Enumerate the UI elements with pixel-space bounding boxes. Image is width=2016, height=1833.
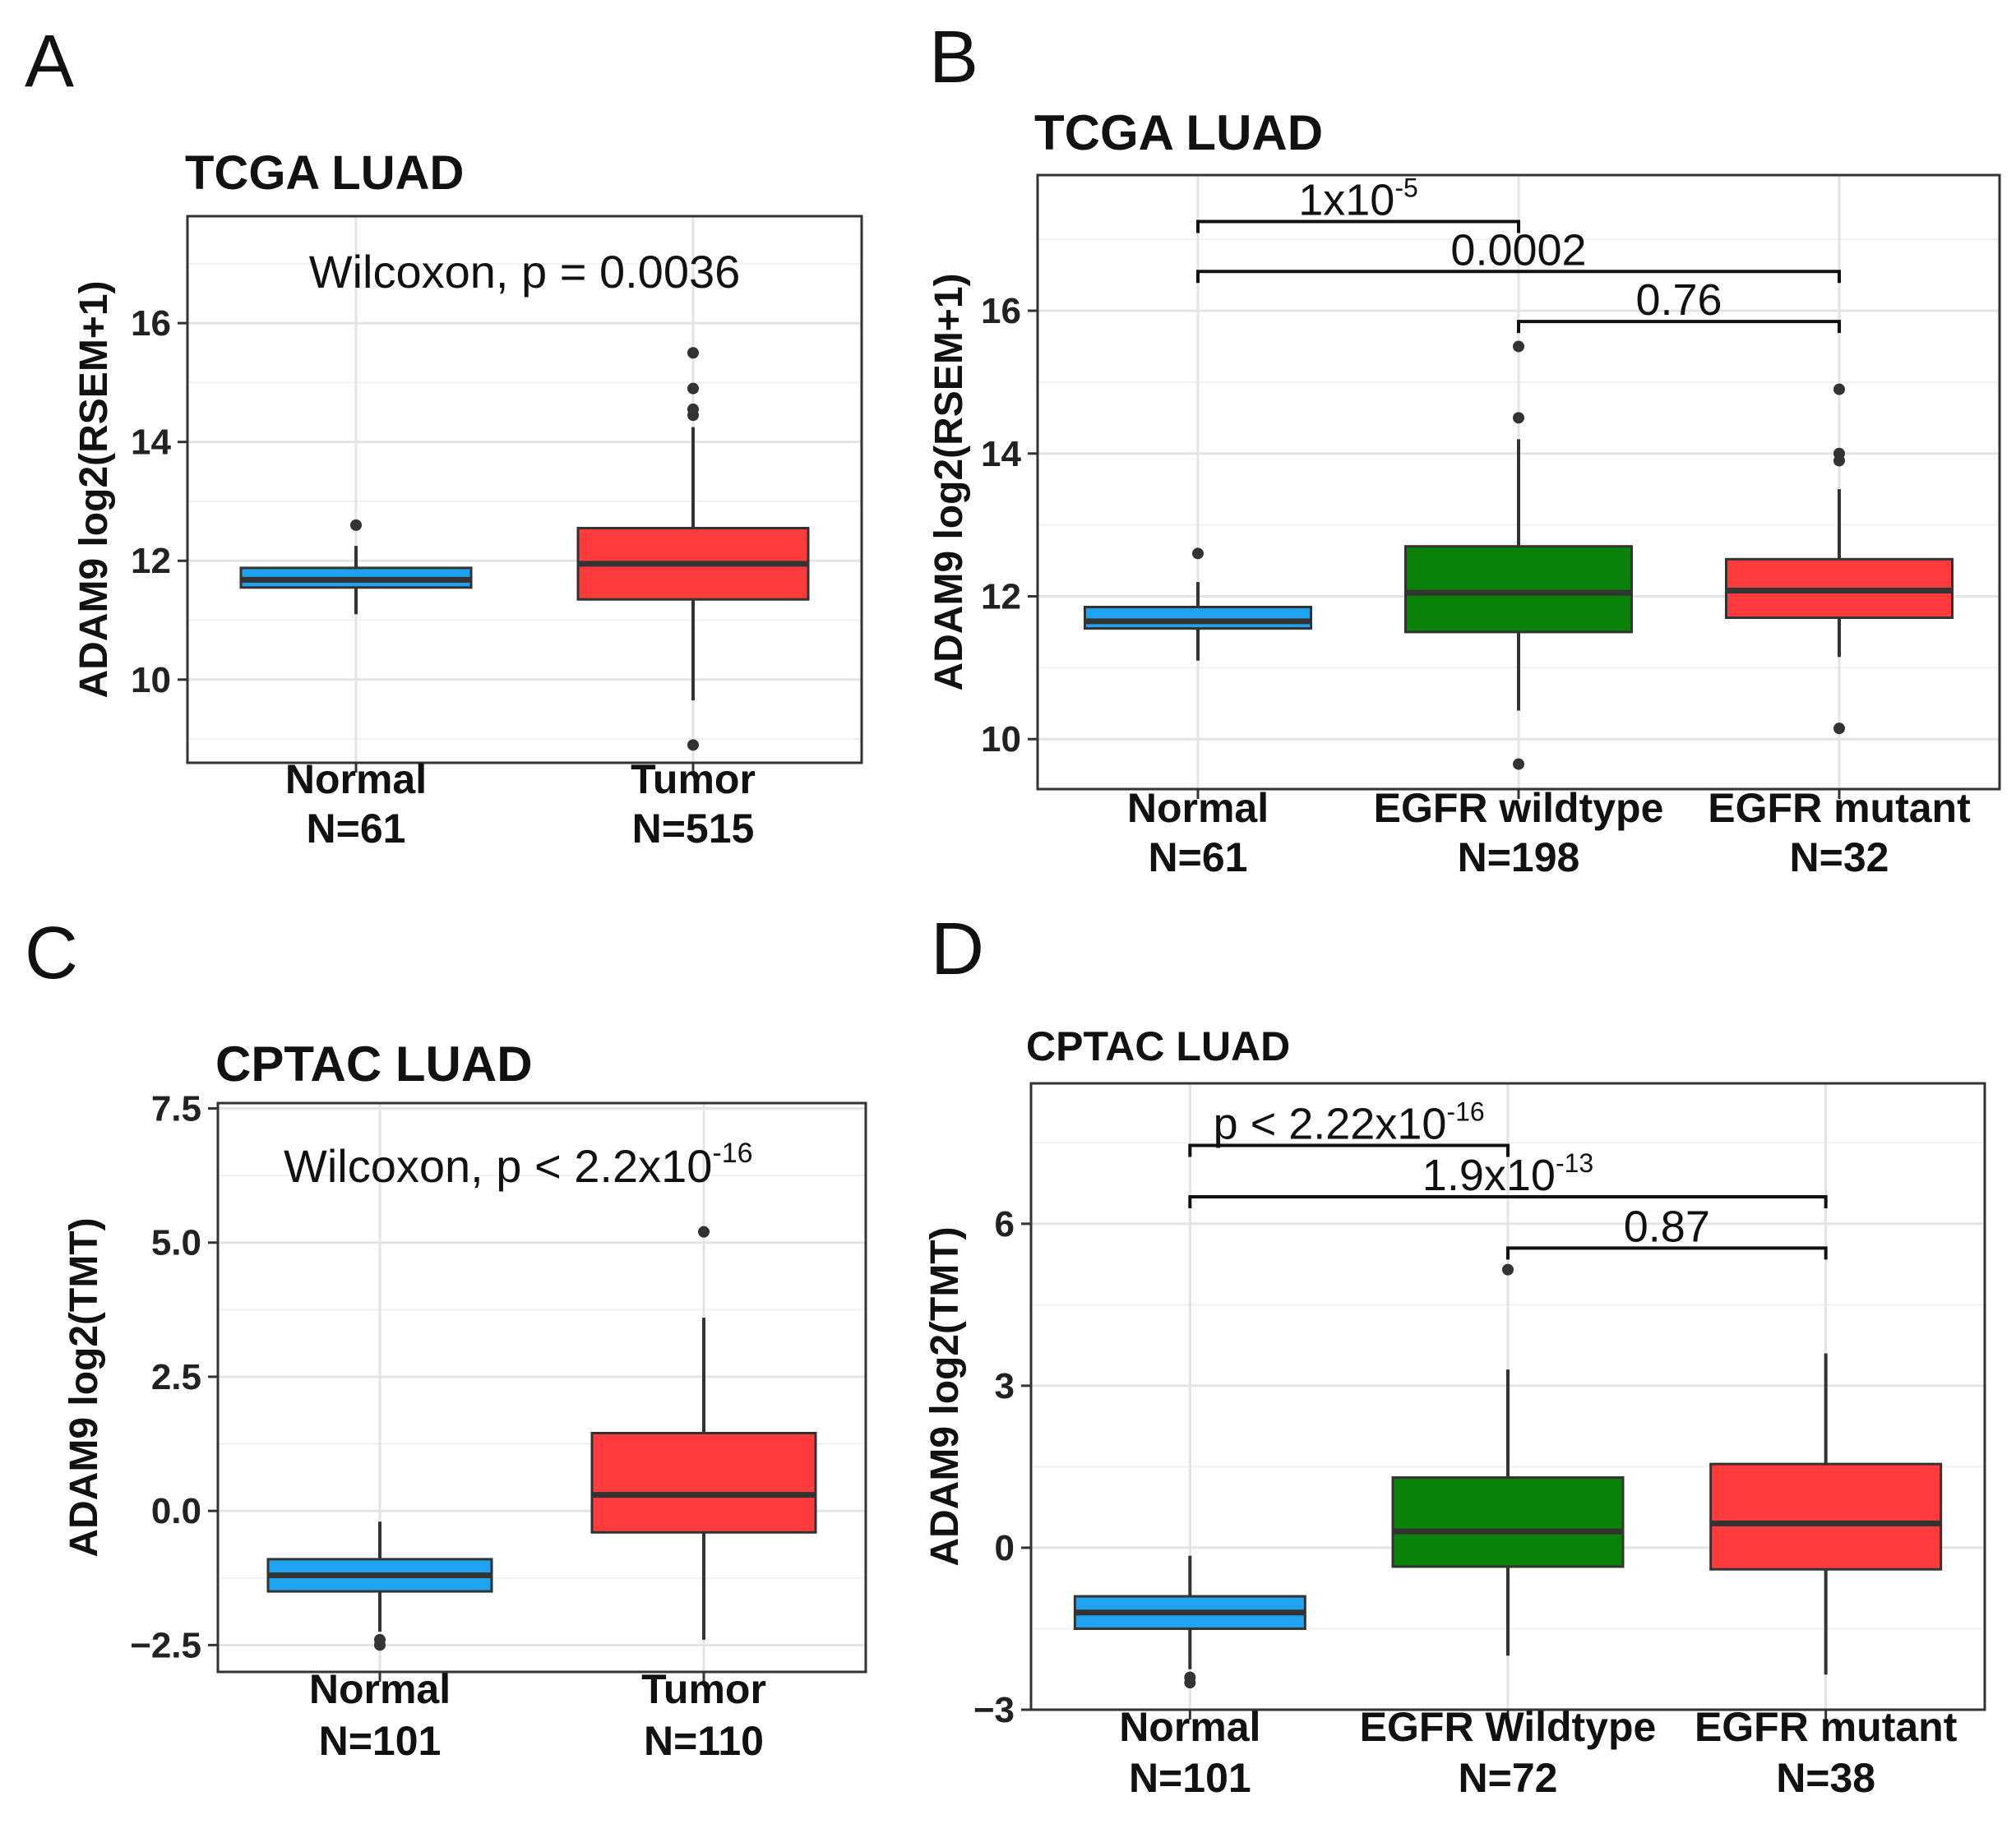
y-tick-label: 7.5 [151,1089,201,1129]
outlier-point [374,1639,386,1651]
box-normal [1084,606,1312,630]
x-category-label: Tumor [631,756,756,802]
y-axis-label: ADAM9 log2(RSEM+1) [927,273,971,690]
comparison-pvalue: 1x10-5 [1298,173,1418,224]
panel-letter-d: D [931,908,984,990]
y-tick-label: 0.0 [151,1491,201,1531]
x-category-label: Normal [309,1666,451,1712]
y-tick-label: 16 [981,291,1021,331]
outlier-point [687,739,699,751]
y-axis-label: ADAM9 log2(TMT) [62,1217,106,1557]
x-category-label: Normal [285,756,427,802]
y-axis-label: ADAM9 log2(TMT) [923,1226,967,1566]
box-egfr-wildtype [1391,1476,1625,1568]
comparison-bracket [1506,1246,1828,1260]
box-egfr-mutant [1709,1462,1943,1571]
panel-d: D CPTAC LUAD −3 0 3 6 Normal N=101 EGFR Wildty… [923,908,1986,1801]
comparison-pvalue: 1.9x10-13 [1422,1148,1593,1200]
x-category-label: EGFR Wildtype [1360,1704,1657,1750]
outlier-point [1184,1677,1196,1689]
outlier-point [687,347,699,359]
x-category-count: N=110 [644,1718,764,1764]
outlier-point [350,519,362,531]
comparison-bracket [1196,219,1520,233]
comparison-pvalue: 0.76 [1635,275,1722,325]
box-egfr-wildtype [1404,545,1633,634]
panel-letter-c: C [25,912,78,995]
x-category-count: N=198 [1458,834,1580,880]
y-tick-label: 14 [981,434,1021,474]
y-tick-label: 3 [995,1366,1015,1406]
y-tick-label: 0 [995,1528,1015,1568]
wilcoxon-annotation: Wilcoxon, p < 2.2x10-16 [284,1138,753,1192]
outlier-point [1513,412,1524,424]
comparison-bracket [1188,1143,1510,1157]
x-category-count: N=101 [1129,1755,1251,1801]
x-category-count: N=61 [307,806,406,852]
x-category-count: N=101 [319,1718,442,1764]
panel-c-plot: −2.5 0.0 2.5 5.0 7.5 Normal N=101 Tumor N=110 ADA… [62,1089,867,1764]
y-tick-label: −3 [973,1690,1015,1730]
panel-b-title: TCGA LUAD [1034,105,1323,160]
x-category-count: N=515 [632,806,755,852]
outlier-point [1833,383,1845,395]
panel-letter-a: A [25,21,74,103]
panel-d-plot: −3 0 3 6 Normal N=101 EGFR Wildtype N=72 EGFR mu… [923,1082,1986,1801]
plot-frame [216,1101,867,1674]
wilcoxon-annotation: Wilcoxon, p = 0.0036 [309,246,741,298]
x-category-label: Normal [1119,1704,1260,1750]
x-category-count: N=61 [1149,834,1248,880]
panel-c: C CPTAC LUAD −2.5 0.0 2.5 5.0 7.5 Normal N=101… [25,912,867,1764]
outlier-point [1513,340,1524,353]
y-tick-label: 16 [131,303,171,344]
x-category-count: N=38 [1776,1755,1875,1801]
outlier-point [1833,447,1845,459]
plot-frame [186,215,863,764]
box-tumor [590,1431,817,1534]
panel-letter-b: B [929,16,978,99]
outlier-point [1502,1263,1514,1276]
outlier-point [687,382,699,395]
comparison-pvalue: 0.87 [1624,1202,1710,1251]
x-category-label: Tumor [641,1666,766,1712]
y-tick-label: 6 [995,1204,1015,1244]
comparison-bracket [1517,320,1841,334]
outlier-point [1833,723,1845,735]
outlier-point [687,403,699,415]
y-tick-label: 12 [981,576,1021,616]
x-category-label: EGFR mutant [1695,1704,1958,1750]
y-tick-label: 5.0 [151,1223,201,1263]
outlier-point [1192,547,1204,560]
y-tick-label: −2.5 [130,1625,201,1665]
comparison-pvalue: p < 2.22x10-16 [1214,1097,1485,1149]
panel-a-title: TCGA LUAD [185,146,464,200]
y-tick-label: 14 [131,422,171,463]
x-category-count: N=72 [1459,1755,1558,1801]
x-category-label: EGFR mutant [1708,785,1971,831]
y-tick-label: 12 [131,541,171,581]
comparison-pvalue: 0.0002 [1450,225,1586,275]
outlier-point [1513,758,1524,770]
comparison-bracket [1196,270,1841,284]
y-tick-label: 10 [131,660,171,700]
y-axis-label: ADAM9 log2(RSEM+1) [72,280,116,698]
panel-d-title: CPTAC LUAD [1026,1023,1290,1069]
y-tick-label: 10 [981,719,1021,760]
outlier-point [698,1226,710,1238]
x-category-label: EGFR wildtype [1374,785,1664,831]
x-category-label: Normal [1127,785,1269,831]
comparison-bracket [1188,1194,1828,1208]
panel-c-title: CPTAC LUAD [215,1037,533,1092]
x-category-count: N=32 [1790,834,1889,880]
y-tick-label: 2.5 [151,1357,201,1397]
